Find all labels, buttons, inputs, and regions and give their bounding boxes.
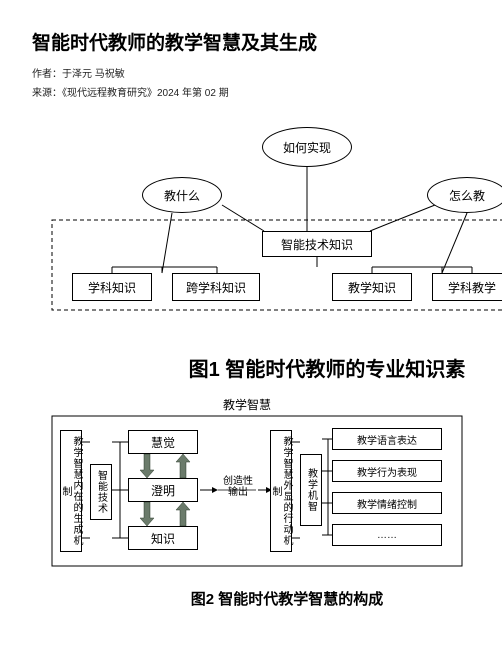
edge	[370, 205, 435, 231]
node-emotion: 教学情绪控制	[332, 492, 442, 514]
figure-2: 教学智慧 教学智慧内在的生成机制 智能技术 慧觉 澄明 知识 创造性 输出 教学…	[32, 394, 462, 584]
figure-1: 如何实现 教什么 怎么教 智能技术知识 学科知识 跨学科知识 教学知识 学科教学	[32, 117, 502, 347]
tech-label: 智能技术	[96, 470, 107, 514]
output-line2: 输出	[218, 487, 258, 498]
node-behavior: 教学行为表现	[332, 460, 442, 482]
teach-wit-label: 教学机智	[306, 468, 317, 512]
right-mechanism-label: 教学智慧外显的行动机制	[270, 433, 292, 549]
right-mechanism-box: 教学智慧外显的行动机制	[270, 430, 292, 552]
author-line: 作者：于泽元 马祝敏	[32, 65, 502, 80]
node-chengming: 澄明	[128, 478, 198, 502]
output-line1: 创造性	[218, 476, 258, 487]
node-teach-knowledge: 教学知识	[332, 273, 412, 301]
node-what: 教什么	[142, 177, 222, 213]
node-tech-knowledge: 智能技术知识	[262, 231, 372, 257]
edge	[222, 205, 264, 231]
node-ellipsis: ……	[332, 524, 442, 546]
edge	[442, 213, 467, 273]
node-subject-teach: 学科教学	[432, 273, 502, 301]
edge	[162, 213, 172, 273]
tech-box: 智能技术	[90, 464, 112, 520]
node-howteach: 怎么教	[427, 177, 502, 213]
teach-wit-box: 教学机智	[300, 454, 322, 526]
node-cross-knowledge: 跨学科知识	[172, 273, 260, 301]
left-mechanism-label: 教学智慧内在的生成机制	[60, 433, 82, 549]
source-line: 来源：《现代远程教育研究》2024 年第 02 期	[32, 84, 502, 99]
page-title: 智能时代教师的教学智慧及其生成	[32, 28, 502, 55]
node-huijue: 慧觉	[128, 430, 198, 454]
node-how: 如何实现	[262, 127, 352, 167]
left-mechanism-box: 教学智慧内在的生成机制	[60, 430, 82, 552]
node-lang-express: 教学语言表达	[332, 428, 442, 450]
figure-2-top-title: 教学智慧	[32, 396, 462, 413]
figure-1-caption: 图1 智能时代教师的专业知识素	[152, 353, 502, 382]
node-zhishi: 知识	[128, 526, 198, 550]
figure-2-caption: 图2 智能时代教学智慧的构成	[72, 588, 502, 609]
node-subject-knowledge: 学科知识	[72, 273, 152, 301]
output-label: 创造性 输出	[218, 476, 258, 498]
